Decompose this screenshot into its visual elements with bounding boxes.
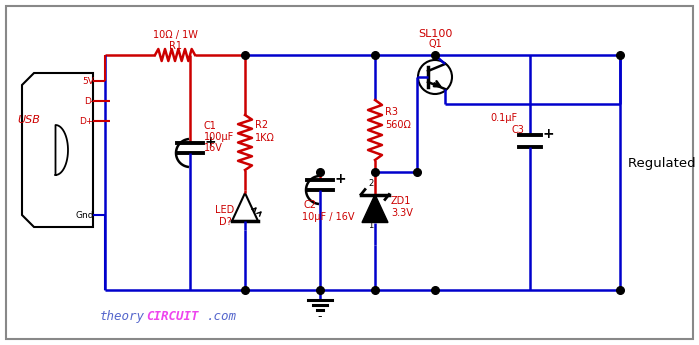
- Text: LED: LED: [215, 205, 234, 215]
- Text: Regulated 3 Volt: Regulated 3 Volt: [628, 157, 699, 169]
- Text: R2: R2: [255, 120, 268, 130]
- Text: .com: .com: [207, 310, 237, 323]
- Text: C3: C3: [512, 125, 525, 135]
- Text: 1: 1: [368, 221, 374, 230]
- Text: theory: theory: [100, 310, 145, 323]
- Text: D-: D-: [84, 97, 94, 106]
- Text: +: +: [335, 172, 347, 186]
- Text: R3: R3: [385, 107, 398, 117]
- Text: R1: R1: [168, 41, 182, 51]
- Text: CIRCUIT: CIRCUIT: [146, 310, 199, 323]
- Text: 16V: 16V: [204, 143, 223, 153]
- Text: Q1: Q1: [428, 39, 442, 49]
- Text: 560Ω: 560Ω: [385, 120, 411, 130]
- Text: 3.3V: 3.3V: [391, 208, 413, 218]
- Text: 10μF / 16V: 10μF / 16V: [302, 212, 354, 222]
- Text: 100μF: 100μF: [204, 132, 234, 142]
- Text: 2: 2: [368, 179, 374, 188]
- Text: 0.1μF: 0.1μF: [490, 113, 517, 123]
- Text: SL100: SL100: [418, 29, 452, 39]
- Text: 10Ω / 1W: 10Ω / 1W: [152, 30, 197, 40]
- Text: +: +: [205, 135, 217, 149]
- Text: ZD1: ZD1: [391, 196, 412, 206]
- Text: Gnd: Gnd: [75, 210, 94, 219]
- Text: USB: USB: [17, 115, 40, 125]
- Text: +: +: [543, 127, 554, 141]
- Text: D?: D?: [219, 217, 232, 227]
- Text: -: -: [318, 310, 322, 324]
- Text: 5V: 5V: [82, 77, 94, 86]
- Text: 1KΩ: 1KΩ: [255, 133, 275, 143]
- Polygon shape: [232, 193, 258, 221]
- Text: C1: C1: [204, 121, 217, 131]
- Text: C2: C2: [303, 200, 317, 210]
- Text: D+: D+: [80, 117, 94, 126]
- Polygon shape: [362, 195, 388, 223]
